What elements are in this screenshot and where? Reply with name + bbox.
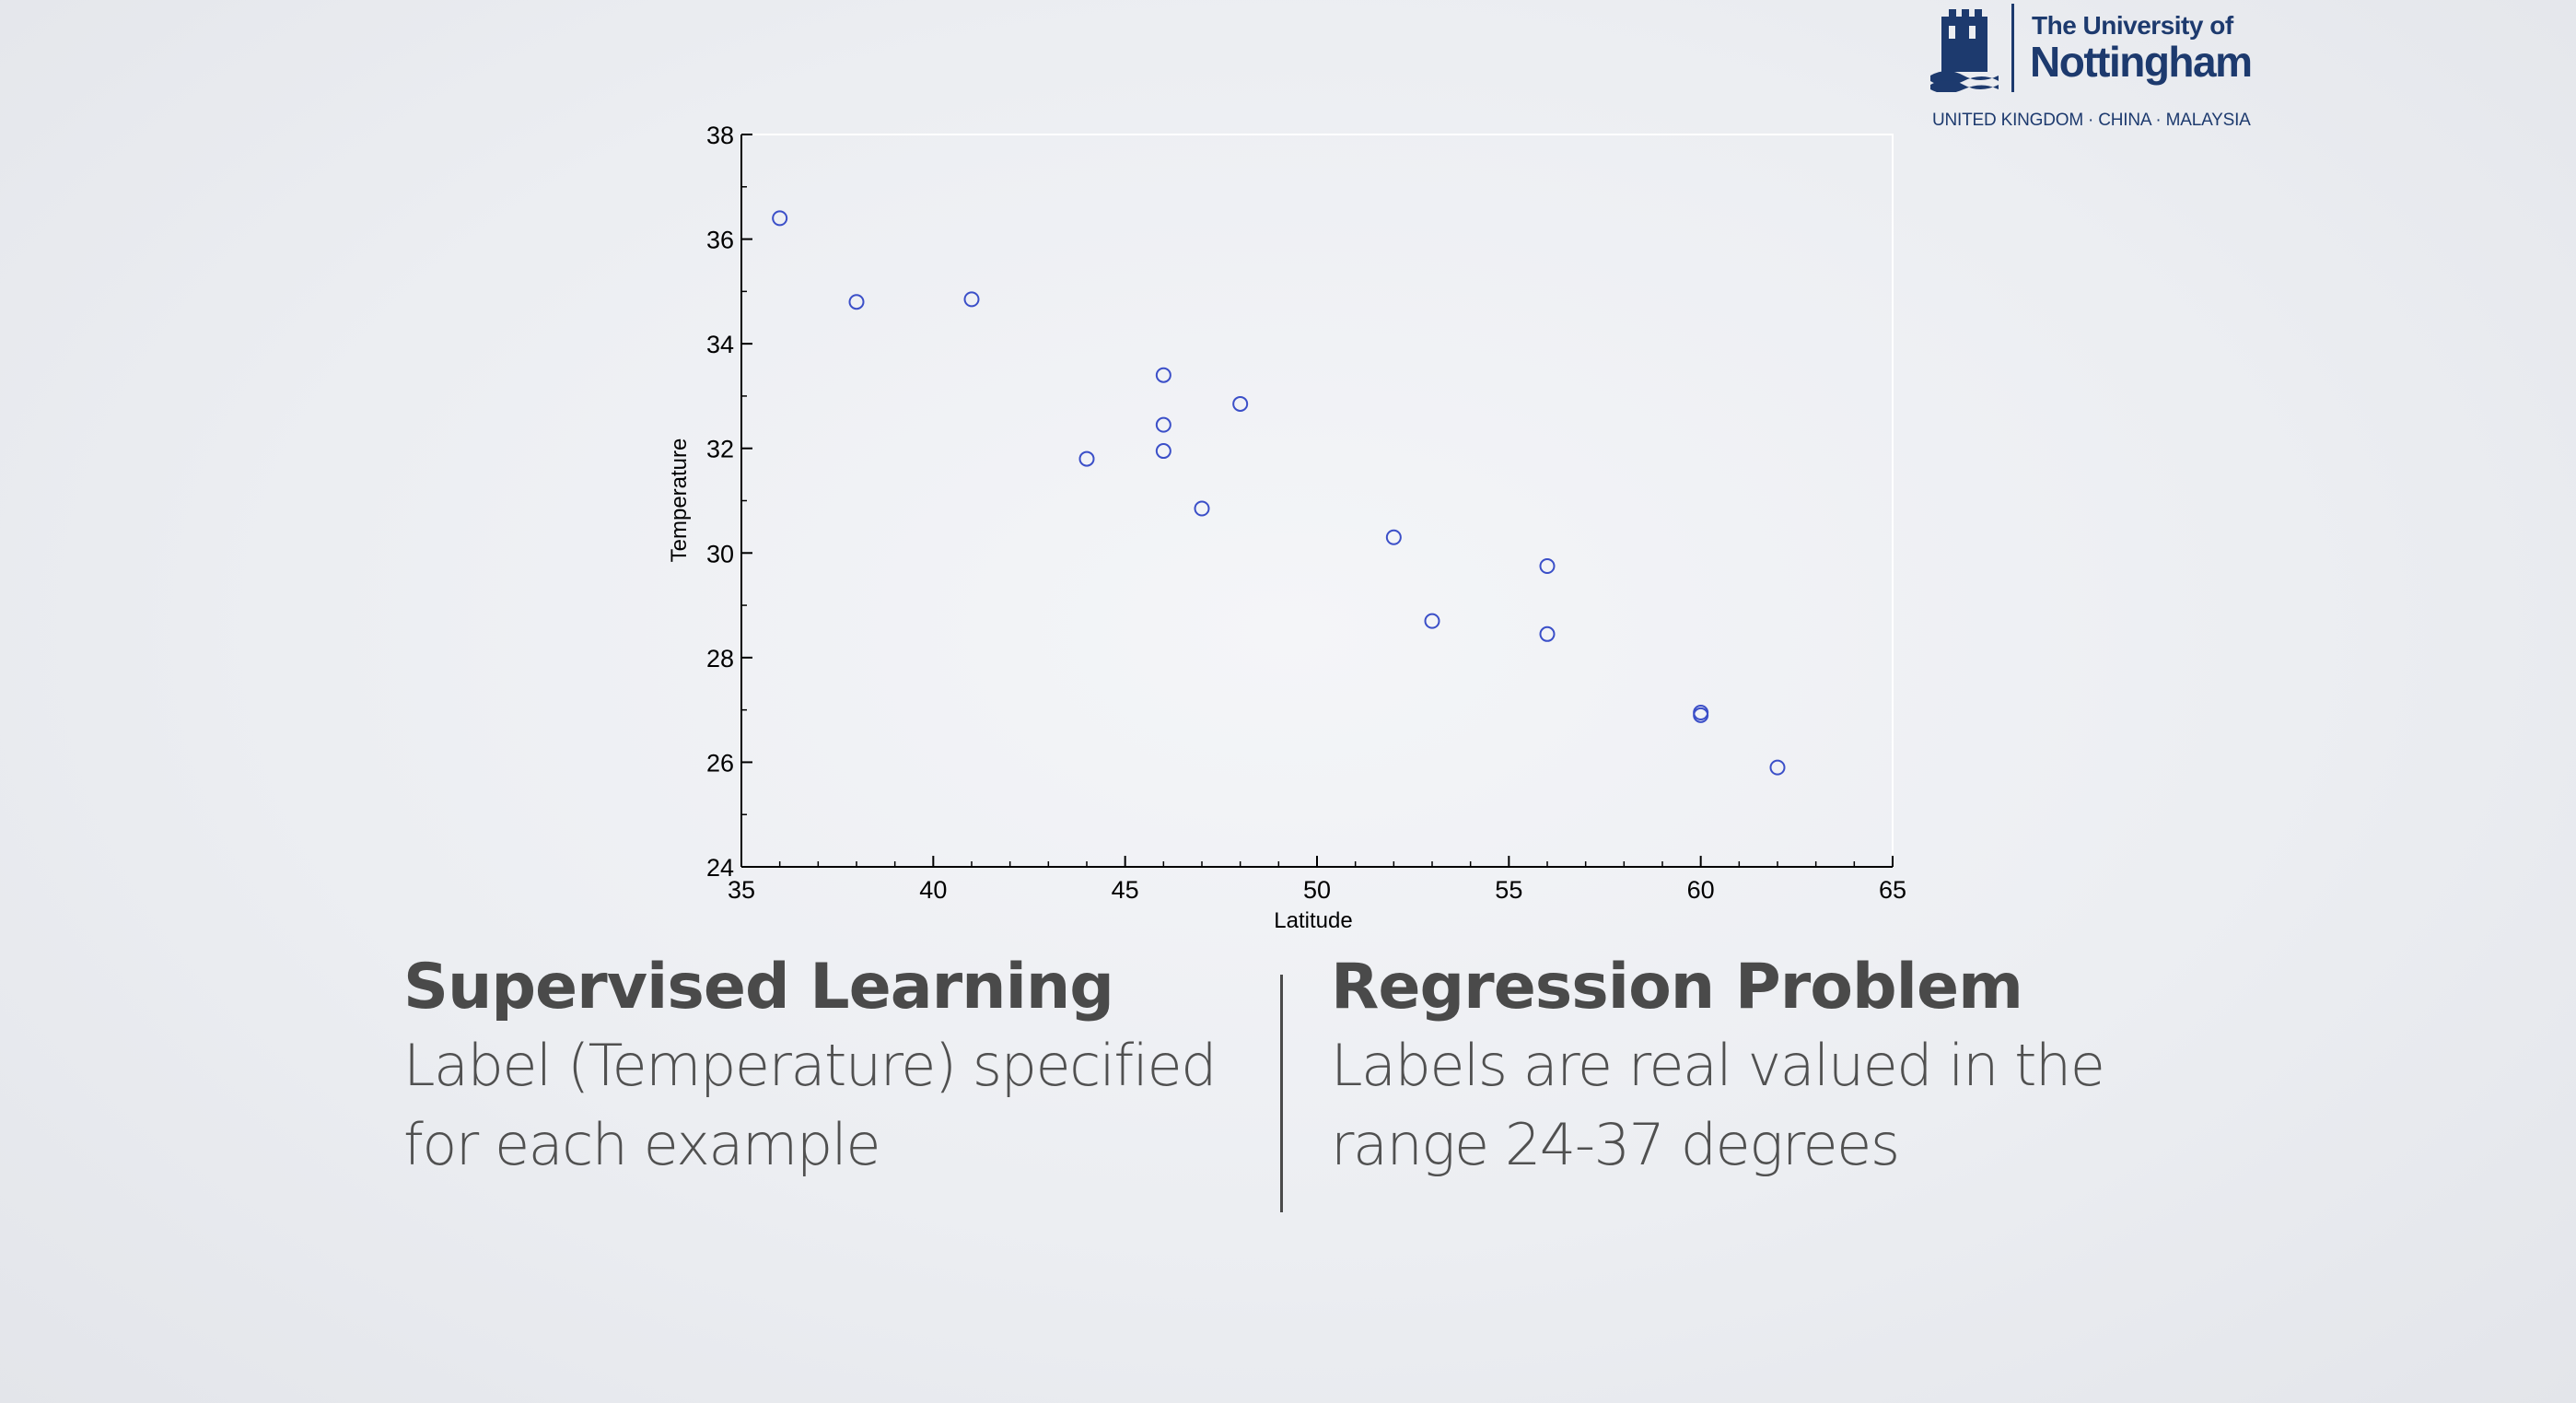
- y-tick-label: 38: [706, 122, 734, 149]
- logo-subtitle: UNITED KINGDOM · CHINA · MALAYSIA: [1932, 111, 2251, 130]
- data-point: [772, 210, 788, 227]
- y-tick-label: 28: [706, 645, 734, 672]
- left-caption-line2: for each example: [403, 1111, 881, 1178]
- university-logo: The University of Nottingham UNITED KING…: [1929, 0, 2256, 138]
- data-point: [963, 291, 980, 308]
- y-tick-label: 24: [706, 854, 734, 882]
- data-point: [1693, 707, 1709, 723]
- x-tick-label: 65: [1879, 876, 1906, 904]
- data-point: [1155, 443, 1171, 460]
- y-tick-label: 34: [706, 331, 734, 358]
- y-axis-label: Temperature: [667, 438, 692, 563]
- y-tick-label: 36: [706, 227, 734, 254]
- data-point: [1155, 416, 1171, 433]
- right-caption-title: Regression Problem: [1331, 951, 2023, 1023]
- right-caption: Regression Problem Labels are real value…: [1331, 949, 2105, 1185]
- x-tick-label: 50: [1303, 876, 1331, 904]
- data-point: [848, 294, 865, 310]
- x-tick-label: 60: [1687, 876, 1715, 904]
- logo-divider: [2011, 4, 2014, 92]
- y-tick-label: 32: [706, 436, 734, 463]
- castle-crest-icon: [1930, 9, 1999, 92]
- x-tick-label: 55: [1495, 876, 1522, 904]
- y-tick-label: 26: [706, 749, 734, 777]
- right-caption-line1: Labels are real valued in the: [1331, 1032, 2105, 1099]
- caption-divider: [1280, 975, 1283, 1212]
- data-point: [1078, 450, 1095, 467]
- x-axis-label: Latitude: [1274, 908, 1352, 933]
- left-caption: Supervised Learning Label (Temperature) …: [403, 949, 1217, 1185]
- left-caption-line1: Label (Temperature) specified: [403, 1032, 1217, 1099]
- x-tick-label: 45: [1112, 876, 1139, 904]
- y-tick-label: 30: [706, 540, 734, 567]
- data-point: [1539, 626, 1556, 642]
- x-tick-label: 35: [728, 876, 755, 904]
- logo-text-line2: Nottingham: [2030, 38, 2253, 86]
- data-point: [1232, 395, 1249, 412]
- data-point: [1155, 367, 1171, 383]
- data-point: [1424, 613, 1440, 629]
- right-caption-line2: range 24-37 degrees: [1331, 1111, 1900, 1178]
- data-point: [1769, 759, 1786, 776]
- x-tick-label: 40: [919, 876, 947, 904]
- plot-area-frame: [740, 134, 1894, 868]
- data-points: [772, 210, 1786, 776]
- data-point: [1385, 529, 1402, 545]
- left-caption-title: Supervised Learning: [403, 951, 1114, 1023]
- axis-ticks: 35 40 45 50 55 60 65 24 26 28 30 32 34 36 38: [706, 122, 1906, 904]
- data-point: [1194, 500, 1210, 517]
- data-point: [1539, 557, 1556, 574]
- logo-text-line1: The University of: [2032, 11, 2233, 40]
